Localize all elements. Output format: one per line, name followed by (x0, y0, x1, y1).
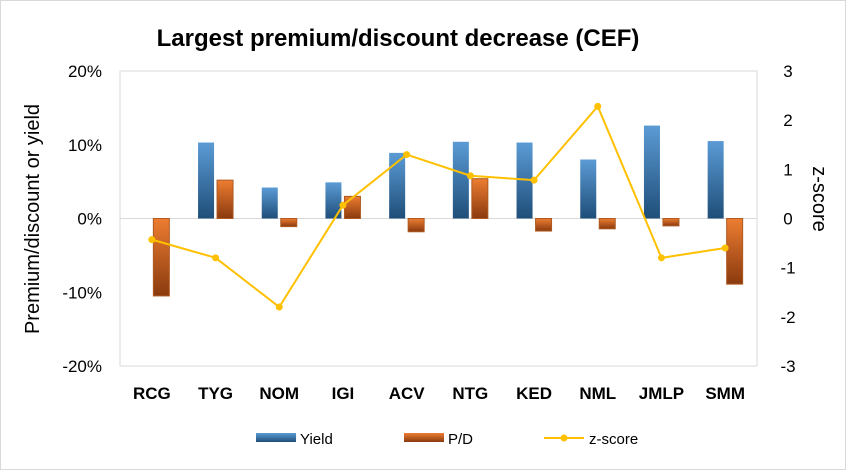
legend-swatch-zscore-marker (560, 434, 568, 442)
yield-bar (198, 142, 215, 219)
y2-tick-label: -2 (780, 308, 795, 327)
legend-swatch-pd (404, 433, 444, 442)
y-tick-label: 20% (68, 62, 102, 81)
category-label: IGI (332, 384, 355, 403)
legend-label-pd: P/D (448, 431, 473, 448)
y2-tick-label: 0 (783, 210, 792, 229)
pd-bar (598, 218, 616, 230)
z-score-point (466, 172, 474, 180)
legend-swatch-yield (256, 433, 296, 442)
category-label: NTG (452, 384, 488, 403)
yield-bar (643, 125, 660, 219)
y2-tick-label: 1 (783, 160, 792, 179)
y2-axis-title: z-score (808, 166, 830, 232)
pd-bar (407, 218, 425, 233)
pd-bar (280, 218, 298, 228)
yield-bar (325, 182, 342, 219)
y-axis-ticks: -20% -10% 0% 10% 20% (62, 62, 102, 376)
category-label: JMLP (639, 384, 684, 403)
pd-bar (535, 218, 553, 232)
yield-bar (261, 187, 278, 219)
category-label: SMM (705, 384, 745, 403)
z-score-series (148, 102, 729, 311)
yield-bar (516, 142, 533, 219)
y-tick-label: 10% (68, 136, 102, 155)
y-tick-label: 0% (77, 210, 102, 229)
z-score-point (594, 102, 602, 110)
legend-label-zscore: z-score (589, 431, 638, 448)
bar-series (152, 125, 744, 297)
y-axis-title: Premium/discount or yield (22, 104, 44, 334)
legend-label-yield: Yield (300, 431, 333, 448)
y2-tick-label: 3 (783, 62, 792, 81)
pd-bar (726, 218, 744, 285)
category-labels: RCG TYG NOM IGI ACV NTG KED NML JMLP SMM (133, 384, 745, 403)
category-label: KED (516, 384, 552, 403)
category-label: NOM (259, 384, 299, 403)
category-label: NML (579, 384, 616, 403)
category-label: TYG (198, 384, 233, 403)
y-tick-label: -20% (62, 357, 102, 376)
yield-bar (580, 159, 597, 219)
yield-bar (389, 152, 406, 219)
pd-bar (343, 195, 361, 219)
y2-tick-label: 2 (783, 111, 792, 130)
y2-axis-ticks: -3 -2 -1 0 1 2 3 (780, 62, 795, 376)
z-score-line (151, 104, 726, 309)
z-score-point (657, 254, 665, 262)
z-score-point (275, 303, 283, 311)
z-score-point (403, 151, 411, 159)
y-tick-label: -10% (62, 283, 102, 302)
pd-bar (662, 218, 680, 227)
category-label: ACV (389, 384, 426, 403)
pd-bar (216, 179, 234, 219)
yield-bar (452, 141, 469, 219)
y2-tick-label: -3 (780, 357, 795, 376)
pd-bar (152, 218, 170, 297)
y2-tick-label: -1 (780, 259, 795, 278)
z-score-point (339, 201, 347, 209)
category-label: RCG (133, 384, 171, 403)
pd-bar (471, 178, 489, 220)
legend: Yield P/D z-score (256, 431, 638, 448)
z-score-point (721, 244, 729, 252)
yield-bar (707, 141, 724, 219)
z-score-point (530, 176, 538, 184)
chart-title: Largest premium/discount decrease (CEF) (157, 25, 640, 52)
z-score-point (148, 236, 156, 244)
z-score-point (212, 254, 220, 262)
